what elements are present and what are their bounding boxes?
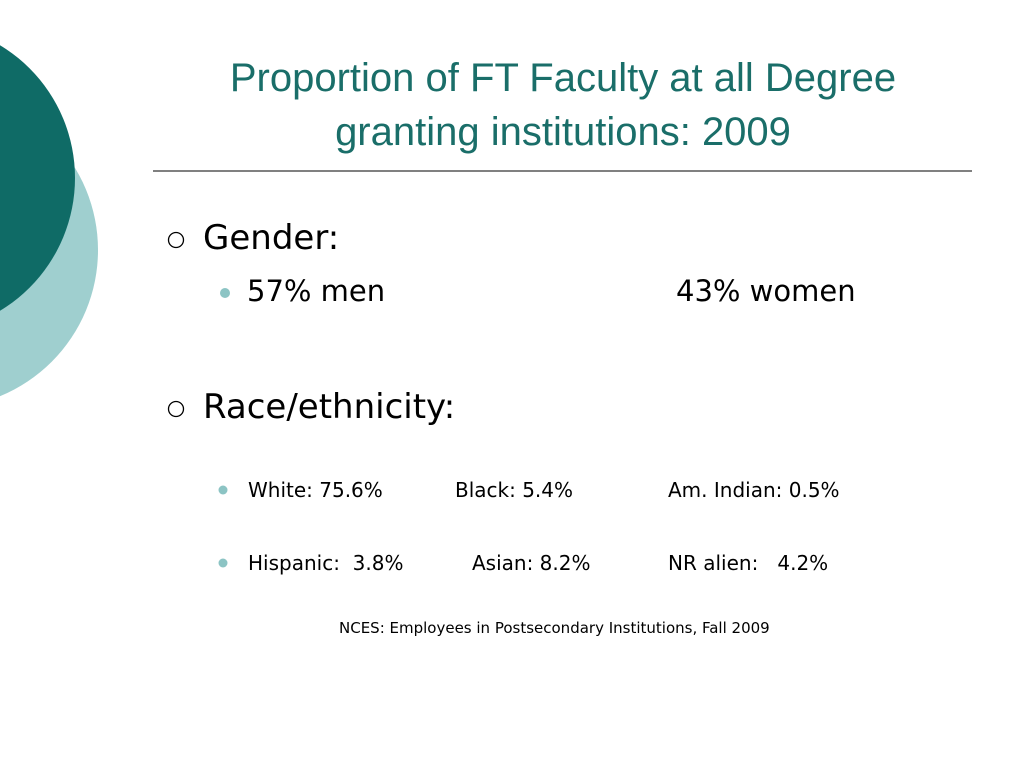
bullet-text: 57% men bbox=[247, 274, 386, 308]
bullet-text: Hispanic: 3.8% bbox=[248, 551, 404, 575]
dark-circle bbox=[0, 45, 75, 311]
bullet bbox=[167, 400, 185, 418]
bullet bbox=[220, 288, 230, 298]
source: NCES: Employees in Postsecondary Institu… bbox=[339, 619, 770, 637]
bullet-text: NR alien: 4.2% bbox=[668, 551, 829, 575]
bullet-text: Asian: 8.2% bbox=[472, 551, 591, 575]
title: Proportion of FT Faculty at all Degree bbox=[229, 56, 897, 100]
bullet-text: Black: 5.4% bbox=[455, 478, 574, 502]
bullet bbox=[218, 558, 228, 568]
bullet bbox=[218, 485, 228, 495]
bullet-text: Am. Indian: 0.5% bbox=[668, 478, 840, 502]
heading: Race/ethnicity: bbox=[203, 387, 456, 427]
bullet-text: 43% women bbox=[676, 274, 856, 308]
heading: Gender: bbox=[203, 218, 340, 258]
bullet-text: White: 75.6% bbox=[248, 478, 383, 502]
title: granting institutions: 2009 bbox=[335, 110, 791, 154]
bullet bbox=[167, 231, 185, 249]
